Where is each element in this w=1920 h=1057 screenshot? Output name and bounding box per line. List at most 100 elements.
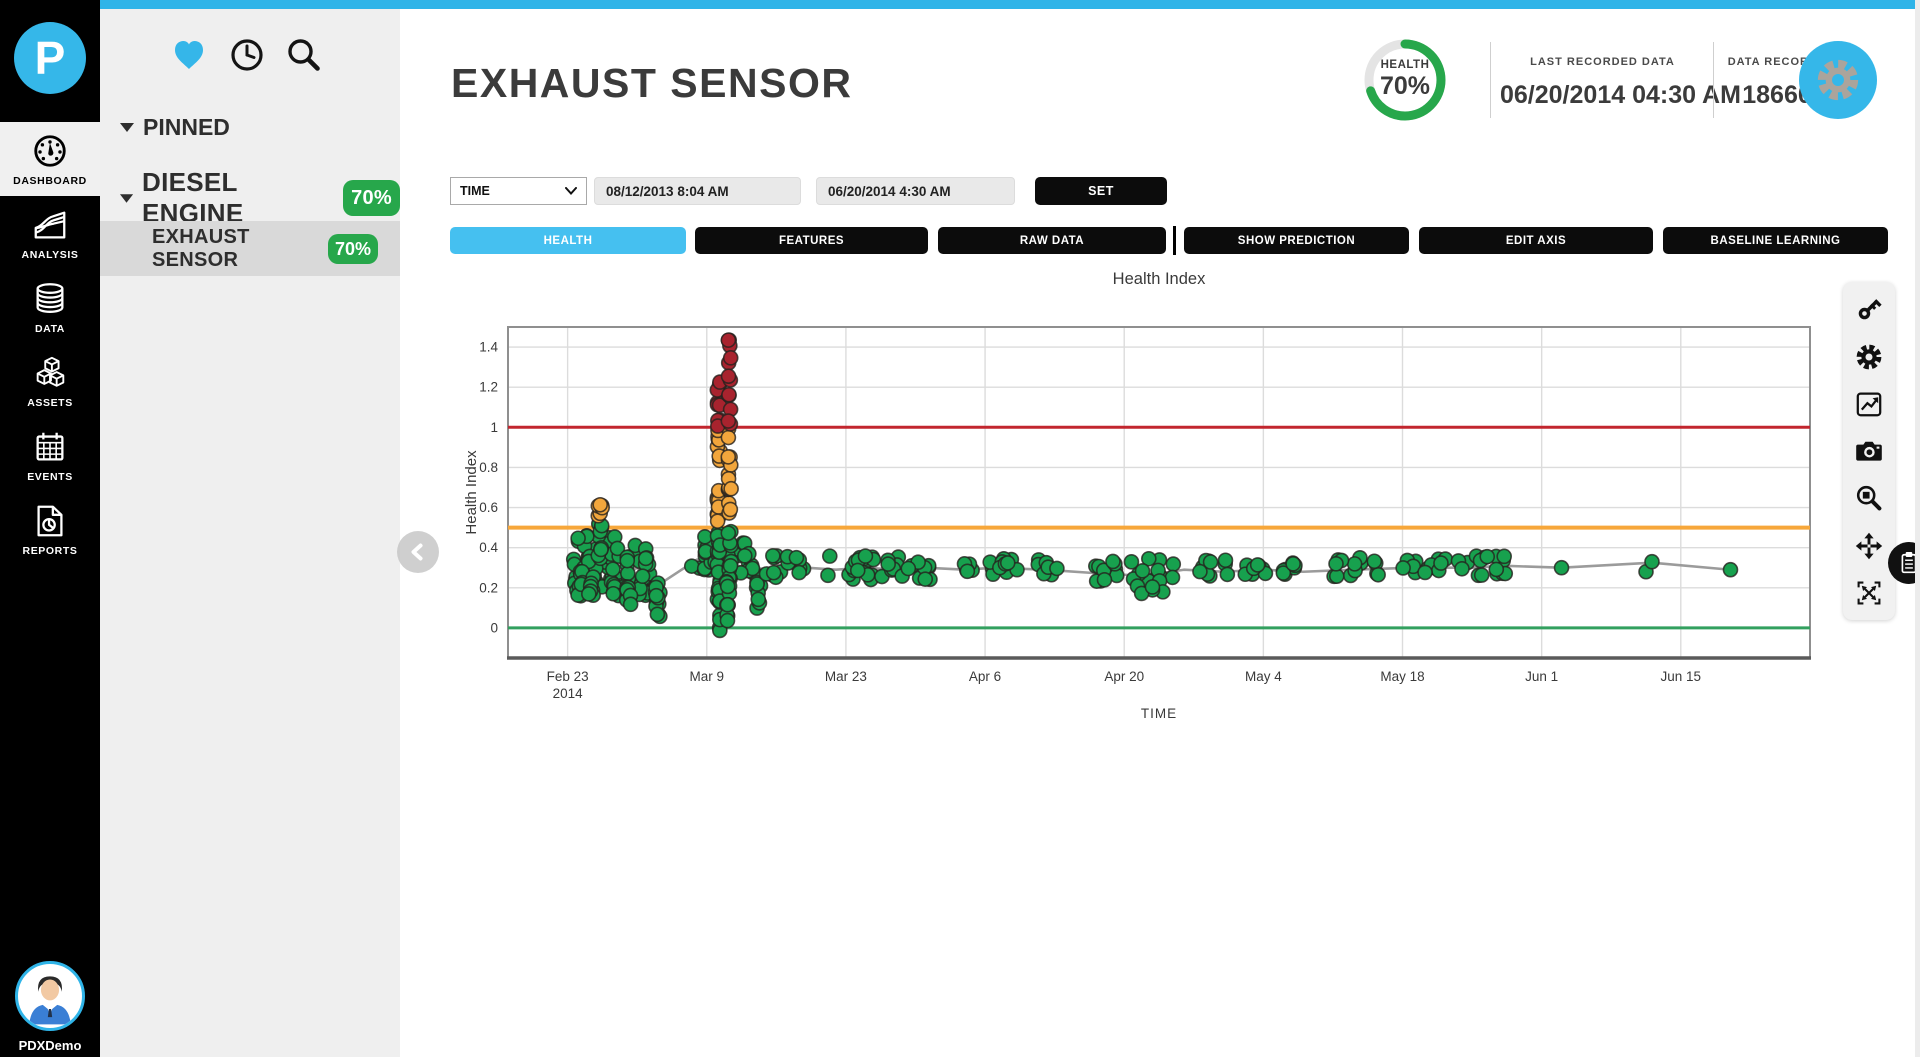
pan-tool-button[interactable] (1849, 526, 1889, 566)
dashboard-gauge-icon (31, 132, 69, 170)
logo-p-icon: P (14, 22, 86, 94)
camera-icon (1856, 441, 1882, 461)
data-panel-edge-tab[interactable] (1888, 542, 1920, 584)
rail-item-label: DATA (34, 322, 65, 335)
user-profile[interactable]: PDXDemo (0, 961, 100, 1053)
left-rail: P DASHBOARD ANALYSIS (0, 0, 100, 1057)
svg-text:0.6: 0.6 (479, 500, 498, 515)
top-accent-strip (100, 0, 1920, 9)
svg-text:Health Index: Health Index (1113, 270, 1206, 288)
sidebar-icon-row (168, 35, 324, 75)
svg-text:0: 0 (490, 620, 498, 635)
cubes-icon (31, 354, 69, 392)
rail-item-data[interactable]: DATA (0, 270, 100, 344)
svg-text:Apr 6: Apr 6 (969, 669, 1001, 684)
svg-text:2014: 2014 (553, 686, 584, 701)
svg-text:0.2: 0.2 (479, 580, 498, 595)
logo-letter: P (34, 32, 66, 84)
svg-text:1: 1 (490, 420, 498, 435)
chevron-left-icon (411, 543, 423, 561)
app-logo[interactable]: P (0, 0, 100, 116)
settings-button[interactable] (1799, 41, 1877, 119)
caret-down-icon (120, 123, 134, 132)
tab-divider (1173, 226, 1176, 255)
move-icon (1855, 532, 1883, 559)
sidebar-item-exhaust-sensor[interactable]: EXHAUST SENSOR 70% (100, 221, 400, 276)
svg-text:Jun 1: Jun 1 (1525, 669, 1558, 684)
rail-item-label: REPORTS (22, 544, 78, 557)
health-gauge: HEALTH 70% (1361, 36, 1449, 124)
secondary-sidebar: PINNED DIESEL ENGINE 70% EXHAUST SENSOR … (100, 9, 400, 1057)
show-prediction-button[interactable]: SHOW PREDICTION (1184, 227, 1409, 254)
settings-tool-button[interactable] (1849, 337, 1889, 377)
recent-clock-icon[interactable] (227, 35, 267, 75)
avatar (15, 961, 85, 1031)
chevron-down-icon (565, 187, 577, 195)
rail-item-analysis[interactable]: ANALYSIS (0, 196, 100, 270)
key-icon (1858, 299, 1882, 320)
svg-text:Mar 23: Mar 23 (825, 669, 867, 684)
edit-axis-button[interactable]: EDIT AXIS (1419, 227, 1653, 254)
group-label: DIESEL ENGINE (142, 167, 244, 228)
zoom-area-tool-button[interactable] (1849, 478, 1889, 518)
header-divider (1490, 42, 1491, 118)
fullscreen-tool-button[interactable] (1849, 573, 1889, 613)
chart-box-icon (1856, 392, 1882, 417)
rail-item-label: ANALYSIS (21, 248, 79, 261)
last-recorded-label: LAST RECORDED DATA (1530, 56, 1675, 68)
pinned-label: PINNED (143, 114, 230, 140)
chart-toolbar (1843, 282, 1895, 620)
gear-icon (1856, 344, 1882, 369)
rail-item-assets[interactable]: ASSETS (0, 344, 100, 418)
sidebar-item-pinned[interactable]: PINNED (120, 114, 230, 141)
key-tool-button[interactable] (1849, 289, 1889, 329)
expand-icon (1857, 581, 1881, 605)
date-to-input[interactable] (816, 177, 1015, 205)
window-scrollbar-strip[interactable] (1915, 0, 1920, 1057)
tab-raw-data[interactable]: RAW DATA (938, 227, 1166, 254)
rail-item-reports[interactable]: REPORTS (0, 492, 100, 566)
calendar-icon (31, 428, 69, 466)
svg-text:0.8: 0.8 (479, 460, 498, 475)
sidebar-item-diesel-engine[interactable]: DIESEL ENGINE 70% (120, 167, 400, 229)
rail-item-label: DASHBOARD (13, 174, 87, 187)
user-name-label: PDXDemo (18, 1038, 82, 1053)
health-index-chart: Health Index Health Index TIME 0 0.2 0.4 0.6 0.… (463, 270, 1811, 721)
caret-down-icon (120, 193, 134, 203)
tab-health[interactable]: HEALTH (450, 227, 686, 254)
svg-text:1.2: 1.2 (479, 380, 498, 395)
set-button[interactable]: SET (1035, 177, 1167, 205)
time-dimension-select[interactable]: TIME (450, 177, 587, 205)
gear-icon (1817, 59, 1859, 101)
svg-text:Health Index: Health Index (463, 450, 480, 535)
baseline-learning-button[interactable]: BASELINE LEARNING (1663, 227, 1888, 254)
last-recorded-value: 06/20/2014 04:30 AM (1500, 81, 1741, 109)
analysis-chart-icon (31, 206, 69, 244)
health-gauge-value: 70% (1379, 72, 1431, 100)
sidebar-collapse-button[interactable] (397, 531, 439, 573)
last-recorded-stat: LAST RECORDED DATA 06/20/2014 04:30 AM (1500, 56, 1741, 110)
header-divider (1713, 42, 1714, 118)
favorites-heart-icon[interactable] (168, 35, 210, 75)
rail-item-events[interactable]: EVENTS (0, 418, 100, 492)
snapshot-tool-button[interactable] (1849, 431, 1889, 471)
report-document-icon (31, 502, 69, 540)
search-icon[interactable] (284, 35, 324, 75)
svg-text:1.4: 1.4 (479, 340, 498, 355)
date-from-input[interactable] (594, 177, 801, 205)
svg-text:TIME: TIME (1141, 706, 1177, 721)
health-badge: 70% (343, 180, 400, 216)
tab-features[interactable]: FEATURES (695, 227, 928, 254)
svg-text:May 18: May 18 (1380, 669, 1424, 684)
sensor-label: EXHAUST SENSOR (152, 225, 250, 271)
health-gauge-arc (1364, 39, 1446, 121)
database-icon (31, 280, 69, 318)
page-title: EXHAUST SENSOR (451, 60, 853, 106)
rail-item-dashboard[interactable]: DASHBOARD (0, 122, 100, 196)
svg-text:Apr 20: Apr 20 (1104, 669, 1144, 684)
health-badge: 70% (327, 233, 378, 264)
chart-type-tool-button[interactable] (1849, 384, 1889, 424)
zoom-area-icon (1856, 486, 1882, 511)
svg-text:Jun 15: Jun 15 (1661, 669, 1702, 684)
svg-text:May 4: May 4 (1245, 669, 1282, 684)
